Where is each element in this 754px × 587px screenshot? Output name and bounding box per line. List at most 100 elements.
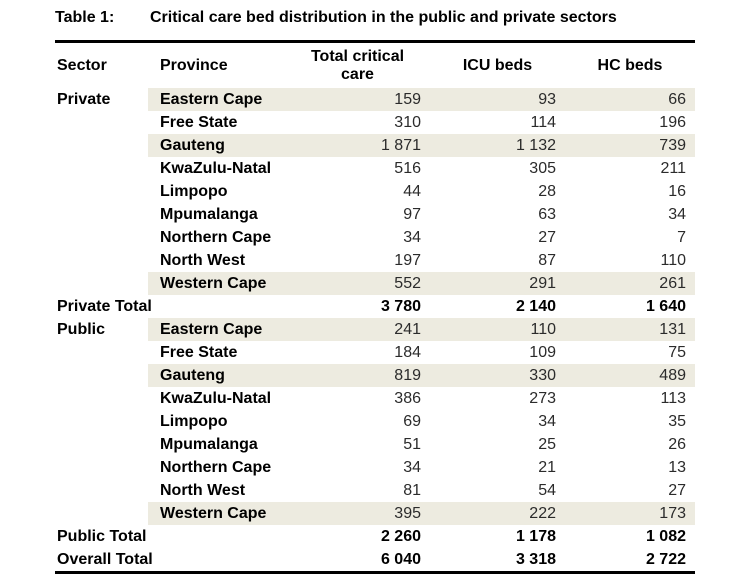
cell-sector <box>55 157 148 180</box>
cell-sector <box>55 249 148 272</box>
cell-hc-beds: 7 <box>677 229 686 246</box>
cell-province: Western Cape <box>148 272 285 295</box>
cell-total-critical-care: 197 <box>394 252 421 269</box>
column-header-icu-beds: ICU beds <box>430 57 565 75</box>
column-header-hc-beds-label: HC beds <box>597 56 663 74</box>
critical-care-bed-table: Sector Province Total critical care ICU … <box>55 40 695 574</box>
cell-province: Free State <box>160 114 238 131</box>
cell-total-label: Public Total <box>57 528 147 545</box>
cell-hc-beds: 489 <box>565 364 695 387</box>
cell-province: Gauteng <box>148 134 285 157</box>
cell-total-critical-care: 34 <box>403 229 421 246</box>
cell-province: KwaZulu-Natal <box>160 390 272 407</box>
table-total-row: Private Total 3 780 2 140 1 640 <box>55 295 695 318</box>
table-row: Free State 310 114 196 <box>55 111 695 134</box>
table-row: North West 81 54 27 <box>55 479 695 502</box>
cell-province: North West <box>160 252 246 269</box>
cell-total-critical-care: 395 <box>285 502 430 525</box>
table-row: Gauteng 819 330 489 <box>55 364 695 387</box>
cell-sector <box>55 364 148 387</box>
cell-sector <box>55 479 148 502</box>
cell-total-critical-care: 241 <box>285 318 430 341</box>
cell-total-critical-care: 81 <box>403 482 421 499</box>
cell-icu-beds: 114 <box>530 114 556 131</box>
cell-total-critical-care: 516 <box>394 160 421 177</box>
table-row: Northern Cape 34 27 7 <box>55 226 695 249</box>
cell-icu-beds: 54 <box>538 482 556 499</box>
table-title: Table 1: Critical care bed distribution i… <box>55 9 617 27</box>
cell-hc-beds: 34 <box>668 206 686 223</box>
cell-total-critical-care: 386 <box>394 390 421 407</box>
cell-sector <box>55 456 148 479</box>
table-row: Mpumalanga 97 63 34 <box>55 203 695 226</box>
cell-sector <box>55 180 148 203</box>
cell-hc-beds: 739 <box>565 134 695 157</box>
table-row: Private Eastern Cape 159 93 66 <box>55 88 695 111</box>
cell-sector <box>55 433 148 456</box>
cell-sector <box>55 502 148 525</box>
cell-total-critical-care: 6 040 <box>380 551 421 568</box>
column-header-total-critical-care: Total critical care <box>285 48 430 84</box>
cell-total-critical-care: 69 <box>403 413 421 430</box>
cell-icu-beds: 222 <box>430 502 565 525</box>
cell-hc-beds: 13 <box>668 459 686 476</box>
cell-total-critical-care: 1 871 <box>285 134 430 157</box>
cell-hc-beds: 66 <box>565 88 695 111</box>
cell-hc-beds: 1 640 <box>645 298 686 315</box>
cell-sector <box>55 111 148 134</box>
cell-total-label: Overall Total <box>57 551 153 568</box>
cell-total-critical-care: 3 780 <box>380 298 421 315</box>
table-row: North West 197 87 110 <box>55 249 695 272</box>
cell-icu-beds: 1 178 <box>515 528 556 545</box>
column-header-total-critical-care-label: Total critical care <box>310 47 405 83</box>
table-row: Public Eastern Cape 241 110 131 <box>55 318 695 341</box>
table-row: KwaZulu-Natal 516 305 211 <box>55 157 695 180</box>
cell-icu-beds: 291 <box>430 272 565 295</box>
cell-hc-beds: 261 <box>565 272 695 295</box>
cell-icu-beds: 305 <box>529 160 556 177</box>
cell-icu-beds: 93 <box>430 88 565 111</box>
column-header-icu-beds-label: ICU beds <box>462 56 533 74</box>
cell-sector <box>55 272 148 295</box>
cell-hc-beds: 211 <box>660 160 686 177</box>
cell-hc-beds: 75 <box>668 344 686 361</box>
cell-icu-beds: 28 <box>538 183 556 200</box>
cell-sector <box>55 387 148 410</box>
table-title-caption: Critical care bed distribution in the pu… <box>150 9 617 26</box>
cell-total-critical-care: 97 <box>403 206 421 223</box>
cell-total-critical-care: 819 <box>285 364 430 387</box>
table-title-label: Table 1: <box>55 9 115 26</box>
table-header-row: Sector Province Total critical care ICU … <box>55 43 695 88</box>
cell-sector: Private <box>57 91 111 108</box>
cell-sector <box>55 134 148 157</box>
cell-hc-beds: 35 <box>668 413 686 430</box>
cell-hc-beds: 16 <box>668 183 686 200</box>
cell-icu-beds: 3 318 <box>515 551 556 568</box>
cell-province: Eastern Cape <box>148 88 285 111</box>
cell-total-critical-care: 552 <box>285 272 430 295</box>
cell-hc-beds: 26 <box>668 436 686 453</box>
cell-icu-beds: 63 <box>538 206 556 223</box>
cell-icu-beds: 109 <box>529 344 556 361</box>
cell-hc-beds: 1 082 <box>645 528 686 545</box>
cell-icu-beds: 330 <box>430 364 565 387</box>
cell-icu-beds: 27 <box>538 229 556 246</box>
table-body: Private Eastern Cape 159 93 66 Free Stat… <box>55 88 695 571</box>
table-row: Northern Cape 34 21 13 <box>55 456 695 479</box>
cell-total-critical-care: 310 <box>394 114 421 131</box>
cell-province: KwaZulu-Natal <box>160 160 272 177</box>
cell-icu-beds: 21 <box>538 459 556 476</box>
cell-hc-beds: 196 <box>659 114 686 131</box>
cell-icu-beds: 87 <box>538 252 556 269</box>
cell-province: Gauteng <box>148 364 285 387</box>
table-row: Limpopo 44 28 16 <box>55 180 695 203</box>
cell-total-label: Private Total <box>57 298 152 315</box>
cell-sector <box>55 226 148 249</box>
column-header-province: Province <box>160 56 228 74</box>
cell-sector <box>55 410 148 433</box>
cell-icu-beds: 34 <box>538 413 556 430</box>
cell-province: Northern Cape <box>160 229 272 246</box>
cell-hc-beds: 27 <box>668 482 686 499</box>
cell-province: Northern Cape <box>160 459 272 476</box>
